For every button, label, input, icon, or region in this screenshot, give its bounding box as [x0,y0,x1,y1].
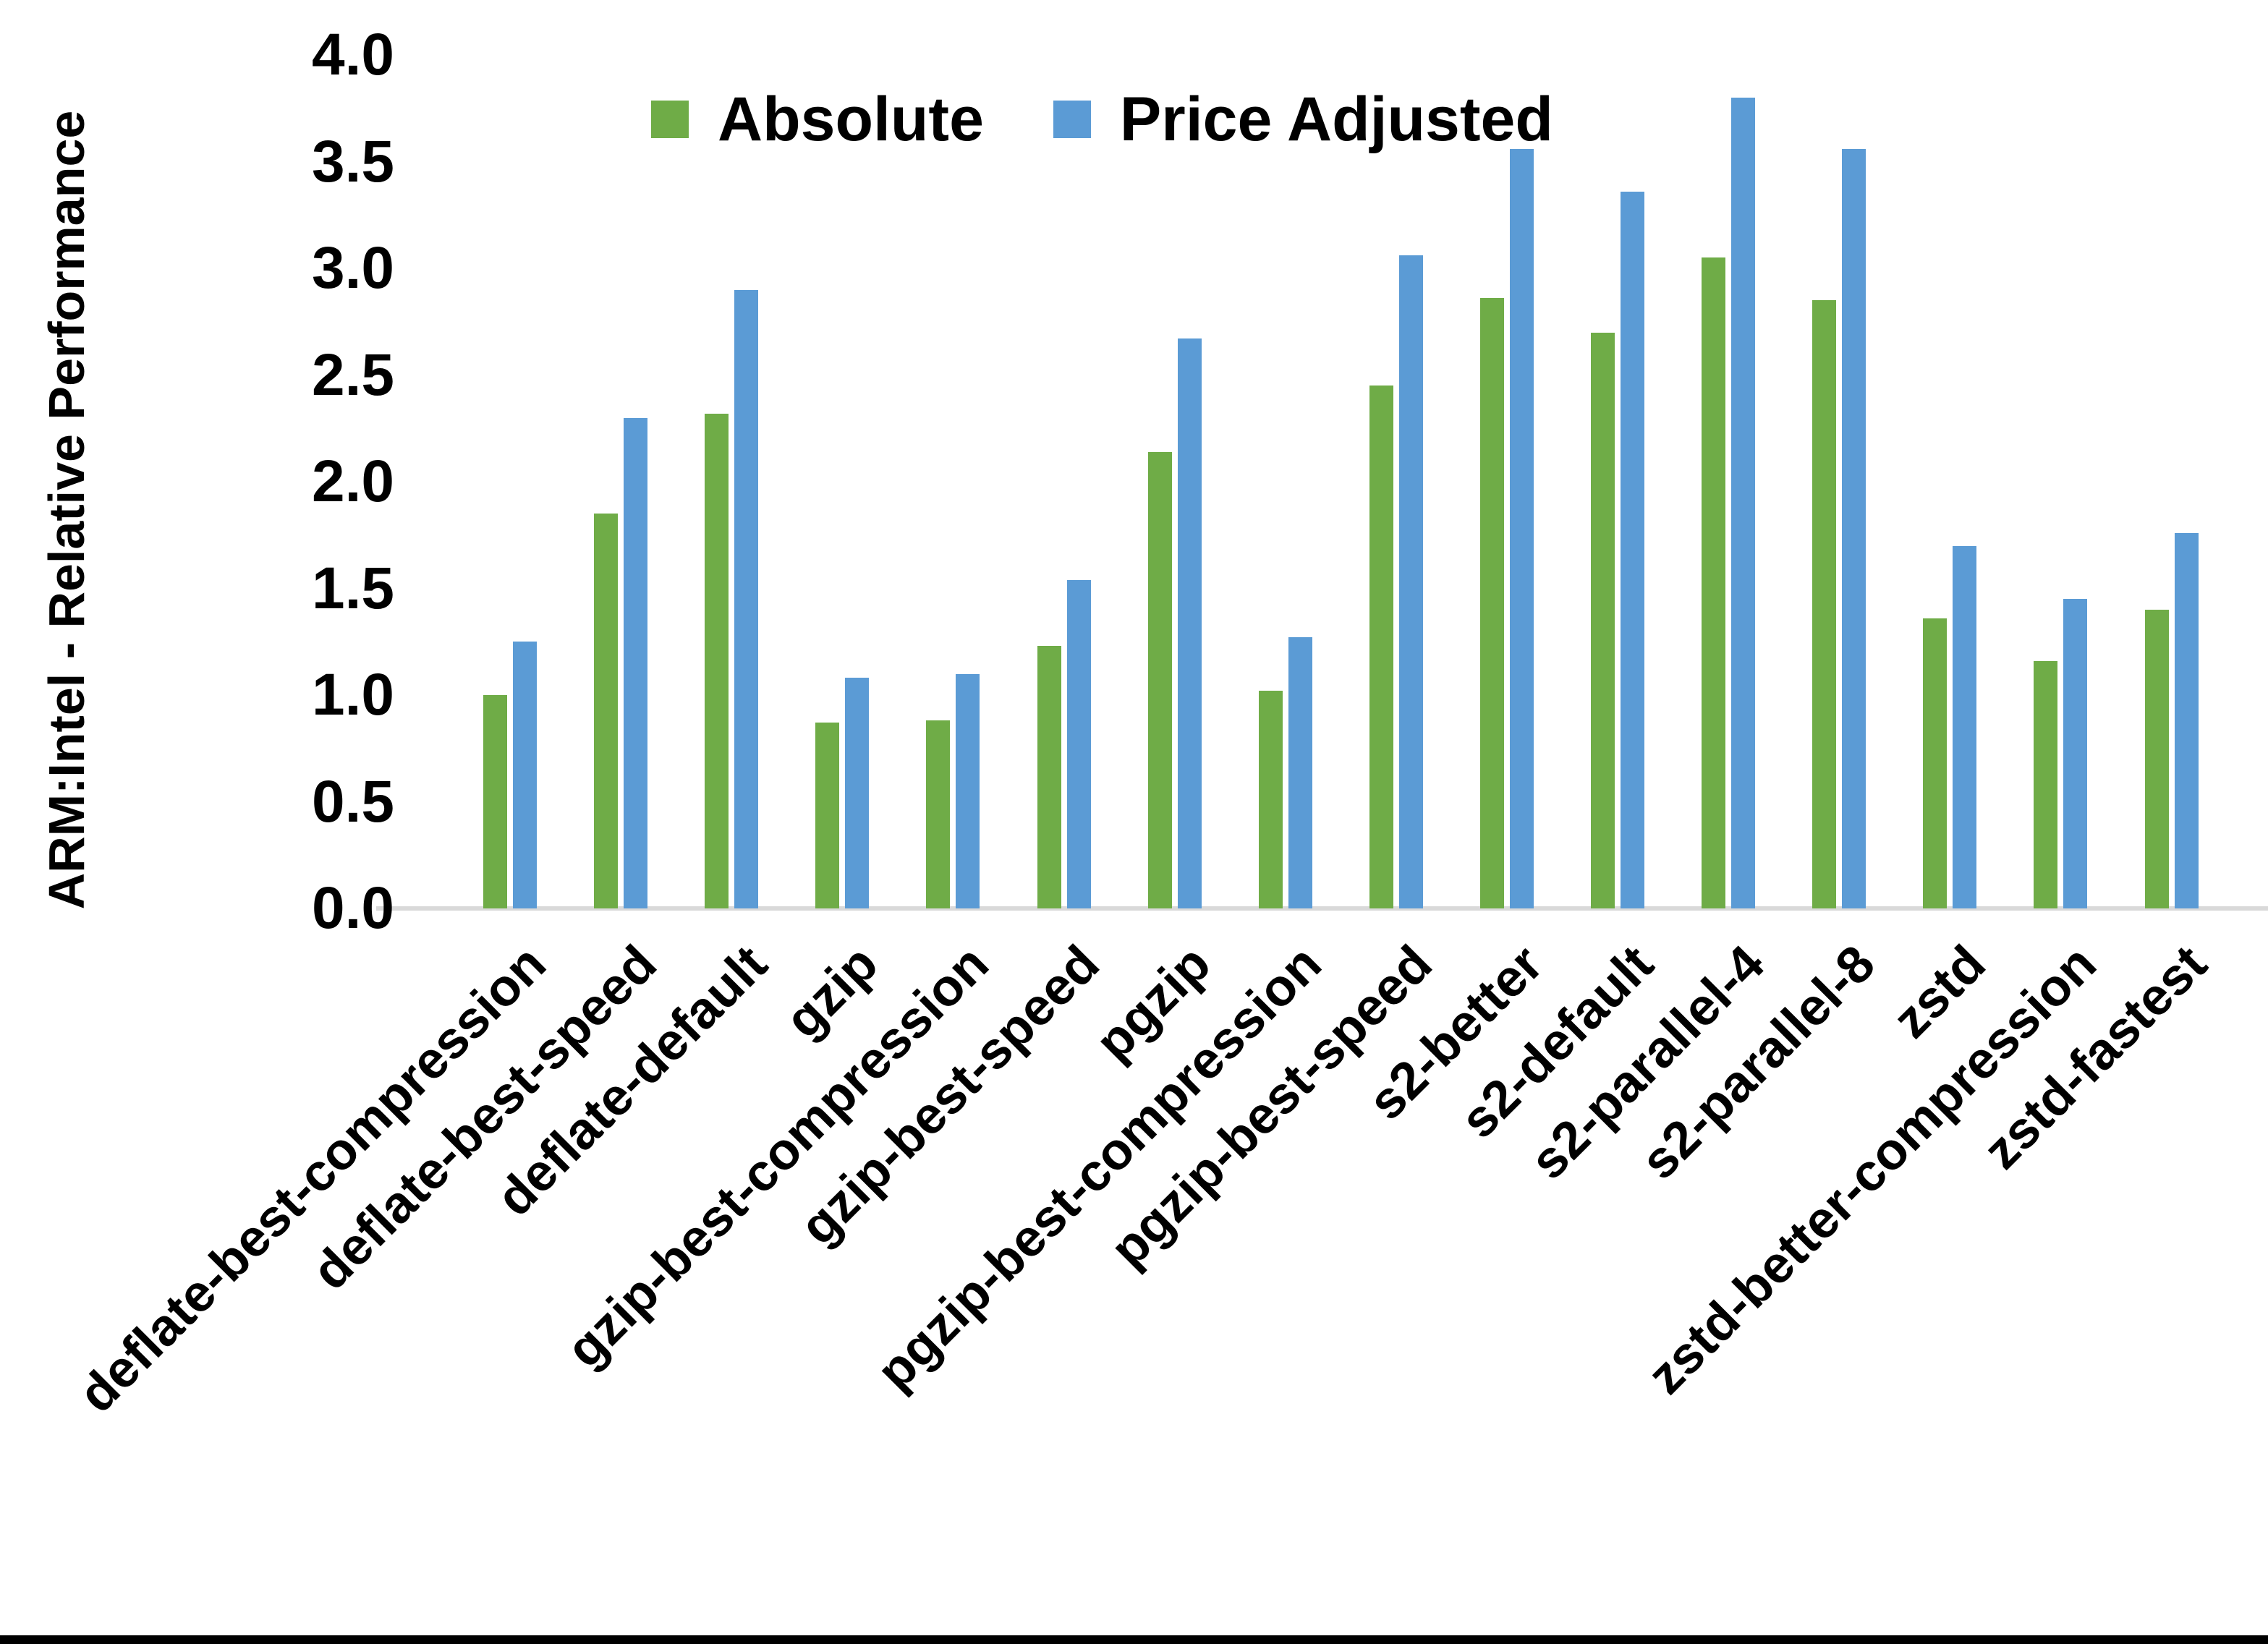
bar-s2-default-price-adjusted [1621,191,1644,908]
legend-item: Absolute [651,88,984,150]
bar-pgzip-best-speed-price-adjusted [1398,255,1423,908]
bar-zstd-price-adjusted [1953,545,1977,908]
bar-pgzip-best-compression-absolute [1258,691,1283,908]
x-axis-line [376,906,2268,911]
bar-s2-default-absolute [1591,332,1615,908]
bar-zstd-fastest-absolute [2144,610,2169,908]
y-tick-2.5: 2.5 [312,341,394,408]
bar-gzip-absolute [815,723,840,908]
y-axis-title: ARM:Intel - Relative Performance [38,110,95,910]
bar-group-s2-better [1479,55,1534,908]
bar-group-deflate-default [705,55,759,908]
bar-group-gzip-best-compression [926,55,980,908]
legend-label: Price Adjusted [1119,85,1553,154]
bar-deflate-best-compression-absolute [483,695,507,908]
bar-group-s2-parallel-4 [1702,55,1756,908]
bar-group-gzip [815,55,870,908]
legend-swatch-price-adjusted [1053,101,1091,138]
bar-zstd-absolute [1923,618,1948,908]
bar-group-pgzip-best-speed [1369,55,1423,908]
bar-s2-parallel-8-price-adjusted [1842,148,1866,908]
bar-group-pgzip-best-compression [1258,55,1312,908]
x-category-label-deflate-best-compression: deflate-best-compression [67,934,557,1424]
bar-gzip-best-speed-absolute [1037,646,1061,908]
bar-pgzip-best-speed-absolute [1369,386,1393,908]
plot-area [376,55,2268,911]
bar-s2-parallel-4-price-adjusted [1731,98,1756,908]
bar-deflate-default-price-adjusted [734,289,759,908]
legend-label: Absolute [718,85,984,154]
bar-gzip-best-compression-price-adjusted [956,673,980,908]
bar-group-deflate-best-speed [594,55,648,908]
bar-zstd-better-compression-absolute [2034,660,2058,908]
bar-group-zstd-better-compression [2034,55,2088,908]
bar-group-pgzip [1147,55,1202,908]
bar-s2-parallel-4-absolute [1702,257,1726,908]
bar-group-zstd [1923,55,1977,908]
y-tick-2.0: 2.0 [312,448,394,514]
bar-zstd-better-compression-price-adjusted [2063,599,2088,908]
bar-s2-parallel-8-absolute [1812,300,1837,908]
y-tick-0.5: 0.5 [312,768,394,835]
legend-swatch-absolute [651,101,689,138]
y-tick-4.0: 4.0 [312,22,394,88]
bar-deflate-best-speed-price-adjusted [624,417,648,908]
bar-gzip-price-adjusted [845,678,870,908]
y-tick-3.0: 3.0 [312,235,394,301]
bar-group-deflate-best-compression [483,55,537,908]
bar-group-s2-default [1591,55,1644,908]
bar-deflate-best-compression-price-adjusted [513,642,537,908]
bar-gzip-best-speed-price-adjusted [1066,579,1091,908]
bar-group-s2-parallel-8 [1812,55,1866,908]
bar-deflate-default-absolute [705,413,729,908]
bar-pgzip-best-compression-price-adjusted [1288,637,1312,908]
bar-group-zstd-fastest [2144,55,2199,908]
bar-group-gzip-best-speed [1037,55,1091,908]
legend-item: Price Adjusted [1053,88,1553,150]
y-tick-3.5: 3.5 [312,128,394,195]
y-tick-0.0: 0.0 [312,875,394,941]
bottom-border [0,1635,2268,1644]
y-tick-1.5: 1.5 [312,555,394,621]
bar-s2-better-price-adjusted [1509,148,1534,908]
bar-deflate-best-speed-absolute [594,514,619,908]
bar-s2-better-absolute [1479,298,1504,908]
legend: Absolute Price Adjusted [651,88,1553,150]
bar-pgzip-price-adjusted [1177,338,1202,908]
bar-pgzip-absolute [1147,451,1172,908]
bar-zstd-fastest-price-adjusted [2174,532,2199,908]
y-tick-1.0: 1.0 [312,662,394,728]
bar-gzip-best-compression-absolute [926,720,951,908]
